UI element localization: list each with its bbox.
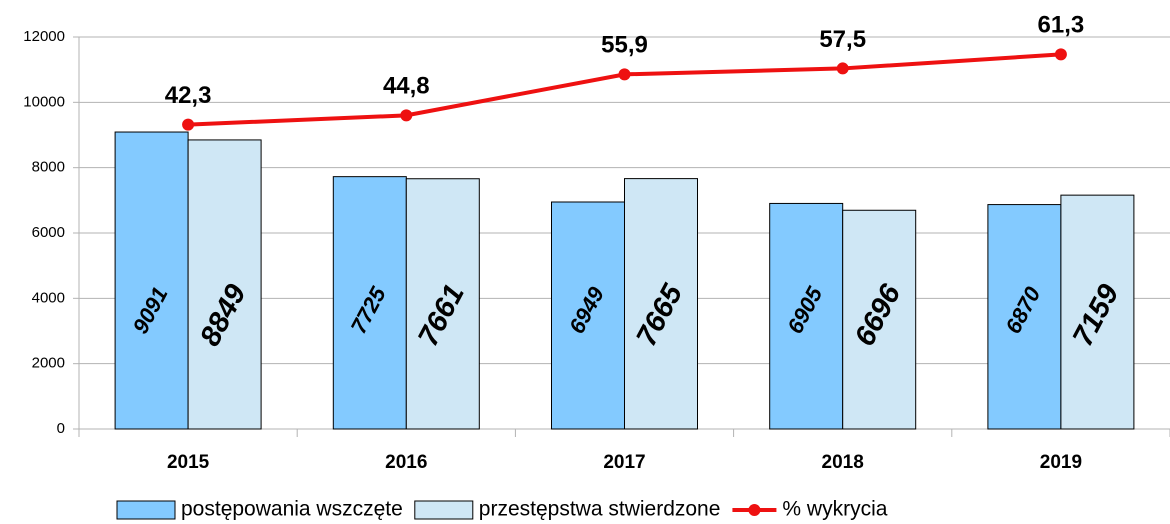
legend-label: postępowania wszczęte [181,498,403,521]
x-tick-label: 2016 [385,452,427,473]
y-tick-label: 10000 [23,93,65,110]
legend-swatch [116,500,176,520]
line-point [400,109,413,122]
line-point [836,62,849,75]
line-point [618,68,631,81]
x-tick-label: 2017 [603,452,645,473]
bar [1060,194,1135,430]
bar [187,139,262,430]
legend-label: % wykrycia [782,498,887,521]
y-tick-label: 0 [57,420,65,437]
bar [114,131,189,430]
line-value-label: 42,3 [165,82,212,109]
bar [987,204,1062,430]
line-point [1054,48,1067,61]
bar [624,178,698,430]
bar [769,202,844,430]
y-tick-label: 6000 [32,224,65,241]
line-value-label: 44,8 [383,73,430,100]
line-value-label: 55,9 [601,32,648,59]
bar [405,178,480,430]
line-point [182,118,195,131]
x-tick-label: 2019 [1040,452,1082,473]
bar [551,201,625,430]
y-tick-label: 8000 [32,159,65,176]
x-tick-label: 2018 [822,452,864,473]
line [188,52,1062,127]
line-value-label: 57,5 [819,26,866,53]
y-tick-label: 12000 [23,28,65,45]
x-tick-label: 2015 [167,452,210,473]
legend-swatch [414,500,474,520]
legend-swatch [748,504,761,516]
y-tick-label: 2000 [32,355,65,372]
line-value-label: 61,3 [1038,12,1085,39]
bar [332,176,407,430]
y-tick-label: 4000 [32,289,65,306]
bar [842,209,917,430]
legend-label: przestępstwa stwierdzone [479,498,721,521]
